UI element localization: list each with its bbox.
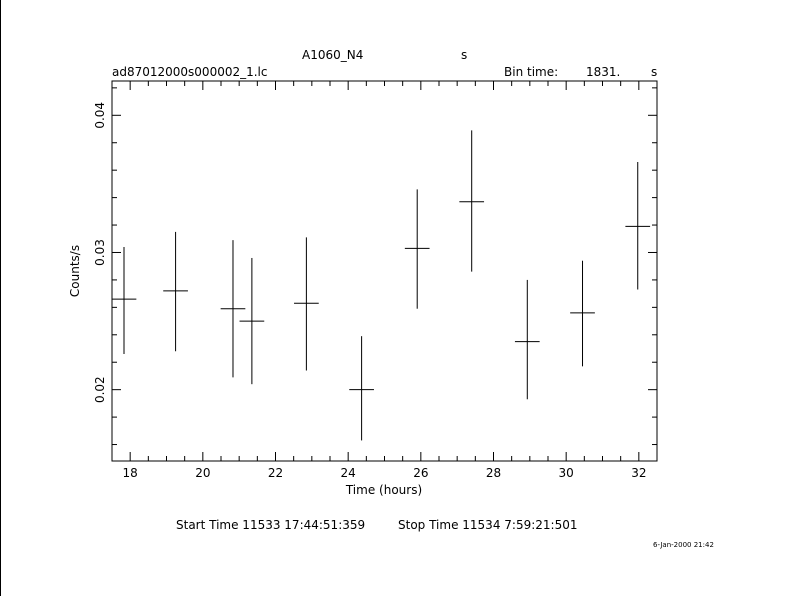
x-tick-labels: 18 20 22 24 26 28 30 32: [123, 466, 647, 480]
x-tick-label: 22: [268, 466, 283, 480]
object-name: A1060_N4: [302, 48, 363, 62]
x-tick-label: 18: [123, 466, 138, 480]
data-point: [625, 161, 651, 290]
data-point: [349, 336, 374, 441]
x-tick-label: 20: [195, 466, 210, 480]
stop-time: Stop Time 11534 7:59:21:501: [398, 518, 577, 532]
file-name: ad87012000s000002_1.lc: [112, 65, 268, 79]
x-tick-label: 26: [413, 466, 428, 480]
x-tick-label: 32: [631, 466, 646, 480]
data-point: [514, 279, 540, 400]
bin-time-value: 1831.: [586, 65, 620, 79]
data-point: [163, 231, 188, 352]
data-point: [570, 260, 595, 367]
x-tick-label: 30: [559, 466, 574, 480]
bin-time-label: Bin time:: [504, 65, 558, 79]
start-time: Start Time 11533 17:44:51:359: [176, 518, 365, 532]
y-tick-label: 0.02: [93, 376, 107, 403]
x-tick-label: 24: [341, 466, 356, 480]
bin-time-unit: s: [651, 65, 657, 79]
axis-ticks: [111, 81, 658, 461]
data-point: [404, 189, 430, 309]
y-tick-label: 0.03: [93, 239, 107, 266]
object-unit: s: [461, 48, 467, 62]
plot-frame: [111, 80, 658, 462]
y-axis-label: Counts/s: [68, 245, 82, 297]
x-axis-label: Time (hours): [345, 483, 422, 497]
data-points: [111, 130, 651, 441]
data-point: [111, 246, 137, 354]
data-point: [294, 237, 319, 371]
y-tick-label: 0.04: [93, 102, 107, 129]
timestamp: 6-Jan-2000 21:42: [653, 541, 714, 549]
x-tick-label: 28: [486, 466, 501, 480]
data-point: [239, 257, 265, 385]
data-point: [459, 130, 485, 272]
y-tick-labels: 0.02 0.03 0.04: [93, 102, 107, 403]
data-point: [220, 240, 246, 378]
